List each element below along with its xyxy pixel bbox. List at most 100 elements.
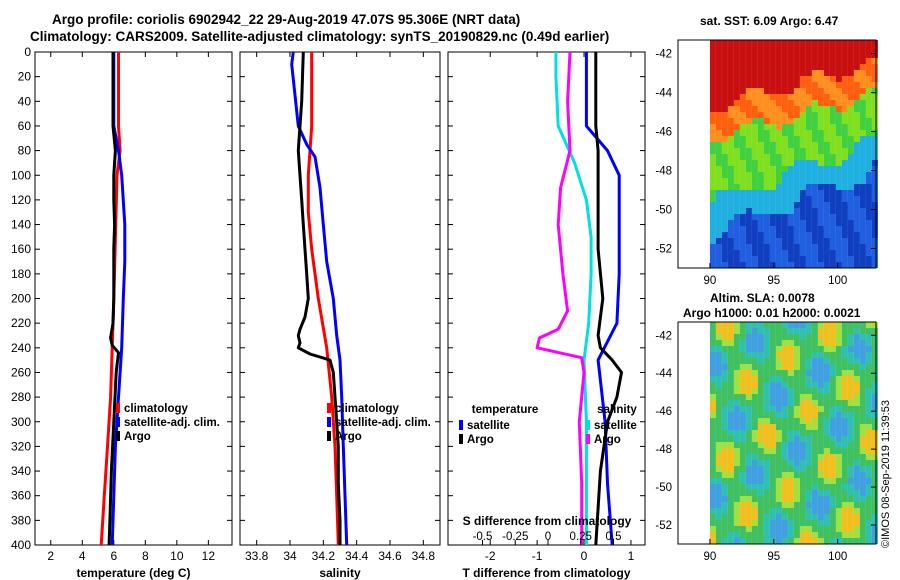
map-cell bbox=[751, 448, 758, 454]
map-cell bbox=[781, 460, 788, 466]
map-cell bbox=[751, 250, 758, 256]
x-tick-label: 0 bbox=[581, 549, 588, 563]
map-cell bbox=[853, 124, 860, 130]
map-cell bbox=[853, 196, 860, 202]
map-cell bbox=[835, 52, 842, 58]
map-cell bbox=[859, 226, 866, 232]
map-cell bbox=[841, 448, 848, 454]
map-cell bbox=[853, 436, 860, 442]
map-cell bbox=[811, 430, 818, 436]
map-cell bbox=[715, 88, 722, 94]
map-cell bbox=[853, 376, 860, 382]
map-cell bbox=[769, 58, 776, 64]
map-cell bbox=[823, 346, 830, 352]
map-cell bbox=[769, 484, 776, 490]
map-cell bbox=[751, 370, 758, 376]
map-cell bbox=[769, 322, 776, 328]
map-cell bbox=[841, 394, 848, 400]
map-cell bbox=[841, 454, 848, 460]
map-cell bbox=[805, 334, 812, 340]
map-cell bbox=[757, 328, 764, 334]
map-cell bbox=[721, 256, 728, 262]
map-cell bbox=[811, 100, 818, 106]
map-cell bbox=[859, 538, 866, 544]
map-cell bbox=[787, 472, 794, 478]
map-cell bbox=[835, 424, 842, 430]
map-cell bbox=[871, 130, 878, 136]
map-cell bbox=[835, 118, 842, 124]
map-cell bbox=[745, 64, 752, 70]
map-cell bbox=[787, 520, 794, 526]
map-cell bbox=[859, 58, 866, 64]
map-cell bbox=[835, 514, 842, 520]
map-cell bbox=[763, 448, 770, 454]
map-cell bbox=[829, 484, 836, 490]
map-cell bbox=[817, 256, 824, 262]
map-cell bbox=[805, 520, 812, 526]
map-cell bbox=[727, 238, 734, 244]
map-cell bbox=[787, 52, 794, 58]
map-cell bbox=[829, 160, 836, 166]
map-cell bbox=[727, 202, 734, 208]
map-cell bbox=[829, 508, 836, 514]
map-cell bbox=[835, 166, 842, 172]
map-cell bbox=[859, 112, 866, 118]
map-cell bbox=[799, 220, 806, 226]
map-cell bbox=[859, 490, 866, 496]
map-cell bbox=[715, 238, 722, 244]
map-cell bbox=[871, 184, 878, 190]
map-cell bbox=[799, 328, 806, 334]
map-cell bbox=[835, 58, 842, 64]
depth-tick-label: 400 bbox=[11, 538, 31, 552]
map-cell bbox=[799, 406, 806, 412]
map-cell bbox=[739, 418, 746, 424]
map-cell bbox=[769, 370, 776, 376]
map-cell bbox=[841, 484, 848, 490]
map-cell bbox=[733, 52, 740, 58]
map-cell bbox=[829, 388, 836, 394]
map-cell bbox=[709, 352, 716, 358]
map-cell bbox=[781, 322, 788, 328]
map-cell bbox=[739, 340, 746, 346]
map-cell bbox=[751, 442, 758, 448]
map-cell bbox=[757, 256, 764, 262]
map-cell bbox=[817, 346, 824, 352]
map-cell bbox=[859, 442, 866, 448]
map-cell bbox=[757, 406, 764, 412]
map-cell bbox=[727, 514, 734, 520]
map-cell bbox=[775, 376, 782, 382]
map-cell bbox=[769, 52, 776, 58]
map-cell bbox=[751, 52, 758, 58]
map-cell bbox=[823, 172, 830, 178]
map-cell bbox=[859, 334, 866, 340]
map-cell bbox=[859, 532, 866, 538]
map-cell bbox=[829, 82, 836, 88]
map-cell bbox=[871, 118, 878, 124]
map-cell bbox=[781, 394, 788, 400]
map-cell bbox=[805, 424, 812, 430]
map-cell bbox=[799, 466, 806, 472]
map-cell bbox=[805, 190, 812, 196]
map-cell bbox=[799, 346, 806, 352]
map-cell bbox=[739, 484, 746, 490]
series-line-argo bbox=[296, 51, 342, 545]
map-cell bbox=[775, 244, 782, 250]
map-cell bbox=[739, 406, 746, 412]
map-cell bbox=[871, 490, 878, 496]
map-cell bbox=[757, 172, 764, 178]
map-cell bbox=[745, 364, 752, 370]
map-cell bbox=[751, 454, 758, 460]
map-cell bbox=[715, 214, 722, 220]
map-cell bbox=[865, 142, 872, 148]
map-cell bbox=[769, 166, 776, 172]
map-cell bbox=[871, 214, 878, 220]
map-cell bbox=[817, 196, 824, 202]
map-cell bbox=[763, 82, 770, 88]
map-cell bbox=[841, 58, 848, 64]
map-cell bbox=[781, 538, 788, 544]
map-cell bbox=[727, 328, 734, 334]
map-cell bbox=[745, 424, 752, 430]
map-cell bbox=[769, 532, 776, 538]
map-cell bbox=[835, 352, 842, 358]
map-cell bbox=[781, 466, 788, 472]
